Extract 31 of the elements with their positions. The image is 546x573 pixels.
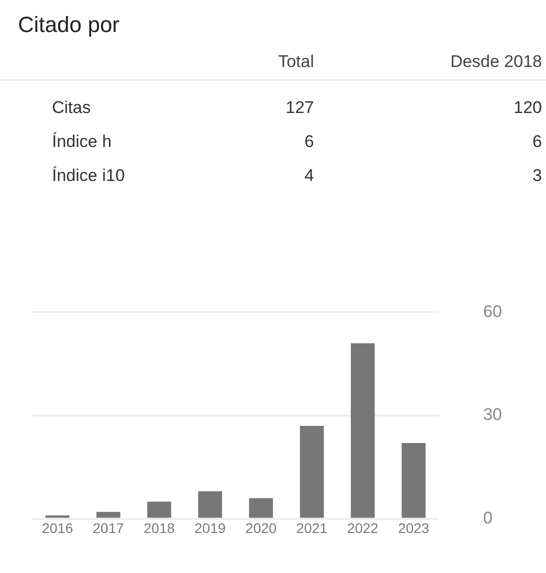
text: Citado por	[18, 12, 120, 38]
bar	[300, 426, 324, 518]
bar	[249, 498, 273, 518]
data-label: 3	[532, 165, 543, 187]
bar	[147, 502, 172, 518]
data-label: 127	[284, 97, 315, 119]
text: Total	[190, 45, 318, 80]
x-tick-label: 2019	[194, 520, 226, 536]
x-tick-label: 2018	[144, 520, 175, 536]
data-label: 6	[532, 131, 543, 153]
bar	[350, 343, 375, 518]
bar	[96, 512, 120, 518]
bar	[45, 515, 70, 518]
category-label: Índice h	[51, 131, 113, 153]
bar	[402, 443, 426, 518]
x-tick-label: 2016	[42, 520, 74, 536]
y-tick-label: 0	[483, 508, 493, 528]
x-tick-label: 2017	[92, 520, 124, 536]
data-label: 6	[304, 131, 315, 153]
data-label: 4	[304, 165, 315, 187]
x-tick-label: 2023	[398, 520, 430, 536]
y-tick-label: 60	[483, 302, 502, 321]
text: Desde 2018	[318, 45, 546, 80]
category-label: Citas	[51, 97, 92, 119]
category-label: Índice i10	[51, 165, 126, 187]
bar	[198, 491, 222, 518]
data-label: 120	[512, 97, 543, 119]
x-tick-label: 2021	[296, 520, 328, 536]
x-tick-label: 2022	[347, 520, 379, 536]
y-tick-label: 30	[483, 405, 502, 424]
x-tick-label: 2020	[245, 520, 277, 536]
